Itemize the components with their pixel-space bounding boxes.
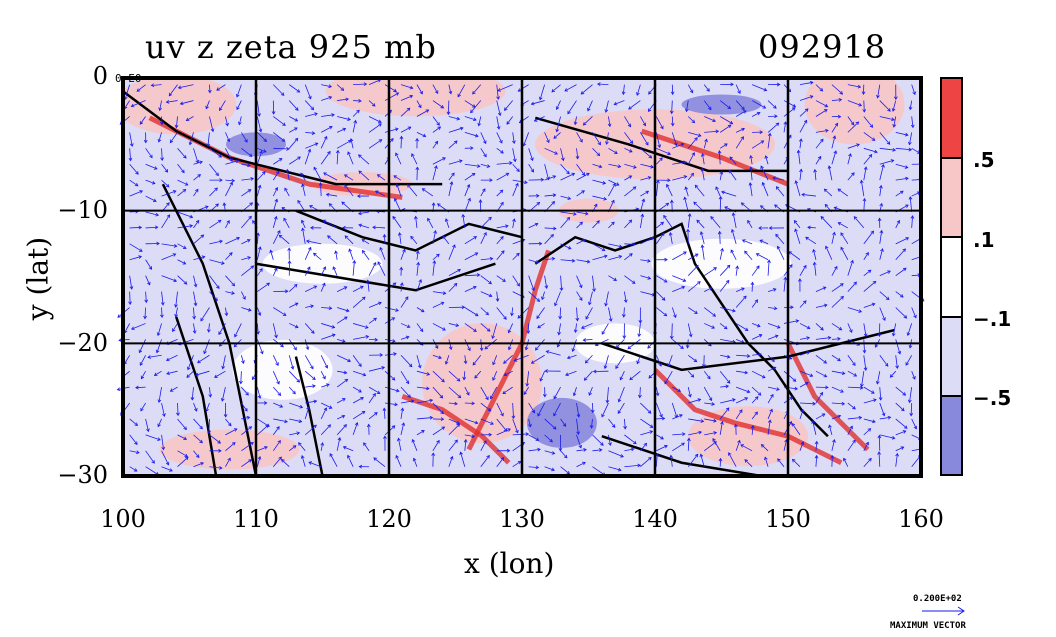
plot-title: uv z zeta 925 mb [145,28,437,66]
colorbar-tick-0: .5 [973,148,995,172]
plot-date: 092918 [758,28,887,66]
ytick-0: 0 [92,62,108,90]
colorbar-tick-1: .1 [973,228,995,252]
wind-vectors [116,78,925,476]
corner-label: 0 E0 [115,72,142,85]
ytick-1: −10 [57,196,108,224]
map-frame [121,76,923,478]
colorbar-tick-2: −.1 [973,307,1012,331]
colorbar [940,77,963,476]
ytick-2: −20 [57,329,108,357]
x-axis-label: x (lon) [464,547,555,580]
xtick-130: 130 [499,505,545,533]
vorticity-shading [123,78,921,476]
lat-lon-grid [123,78,921,476]
vector-key-arrow [922,606,965,616]
xtick-160: 160 [898,505,944,533]
y-axis-label: y (lat) [21,236,55,321]
ytick-3: −30 [57,461,108,489]
xtick-150: 150 [765,505,811,533]
xtick-120: 120 [366,505,412,533]
vector-key-magnitude: 0.200E+02 [913,594,962,604]
xtick-140: 140 [632,505,678,533]
xtick-100: 100 [100,505,146,533]
colorbar-tick-3: −.5 [973,386,1012,410]
xtick-110: 110 [233,505,279,533]
vector-key-label: MAXIMUM VECTOR [890,621,966,631]
